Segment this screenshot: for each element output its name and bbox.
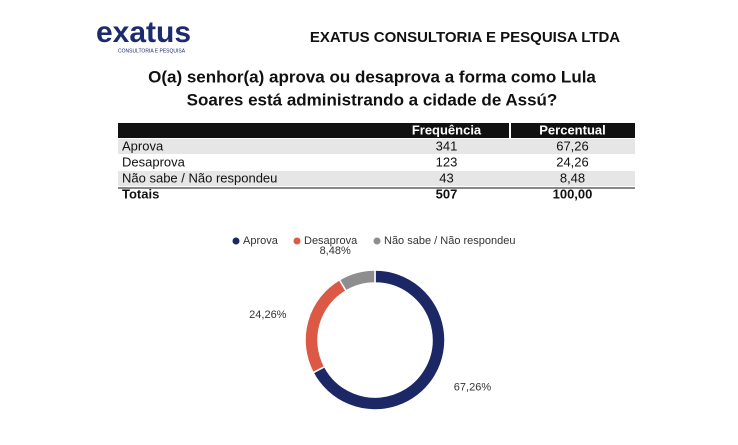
data-label: 8,48% [320, 245, 351, 257]
cell: Não sabe / Não respondeu [122, 170, 277, 185]
legend-label: Aprova [243, 235, 279, 247]
data-label: 24,26% [249, 309, 287, 321]
donut-segment [304, 278, 348, 374]
legend-label: Desaprova [304, 235, 358, 247]
cell: 67,26 [556, 138, 589, 153]
chart: Aprova Desaprova Não sabe / Não respondeu 6… [232, 235, 515, 411]
question: O(a) senhor(a) aprova ou desaprova a for… [148, 67, 596, 86]
cell: Totais [122, 186, 159, 201]
cell: 123 [436, 154, 458, 169]
header-row [118, 123, 635, 138]
question: Soares está administrando a cidade de As… [187, 90, 558, 109]
legend-marker [293, 237, 301, 245]
legend-marker [232, 237, 240, 245]
cell: 43 [439, 170, 453, 185]
cell: 100,00 [553, 186, 593, 201]
donut-segment [338, 269, 376, 292]
cell: Desaprova [122, 154, 186, 169]
logo-sub: CONSULTORIA E PESQUISA [118, 48, 186, 54]
legend-label: Não sabe / Não respondeu [384, 235, 515, 247]
cell: 8,48 [560, 170, 585, 185]
logo: exatus [96, 16, 191, 49]
cell: Aprova [122, 138, 164, 153]
row-bg [118, 171, 635, 186]
data-label: 67,26% [454, 381, 492, 393]
cell: 341 [436, 138, 458, 153]
cell: 24,26 [556, 154, 589, 169]
company: EXATUS CONSULTORIA E PESQUISA LTDA [310, 29, 620, 46]
column-header: Percentual [539, 122, 605, 137]
cell: 507 [436, 186, 458, 201]
legend-marker [373, 237, 381, 245]
row-bg [118, 139, 635, 154]
table: Frequência Percentual Aprova 341 67,26 Desapr… [118, 122, 635, 201]
column-header: Frequência [412, 122, 482, 137]
